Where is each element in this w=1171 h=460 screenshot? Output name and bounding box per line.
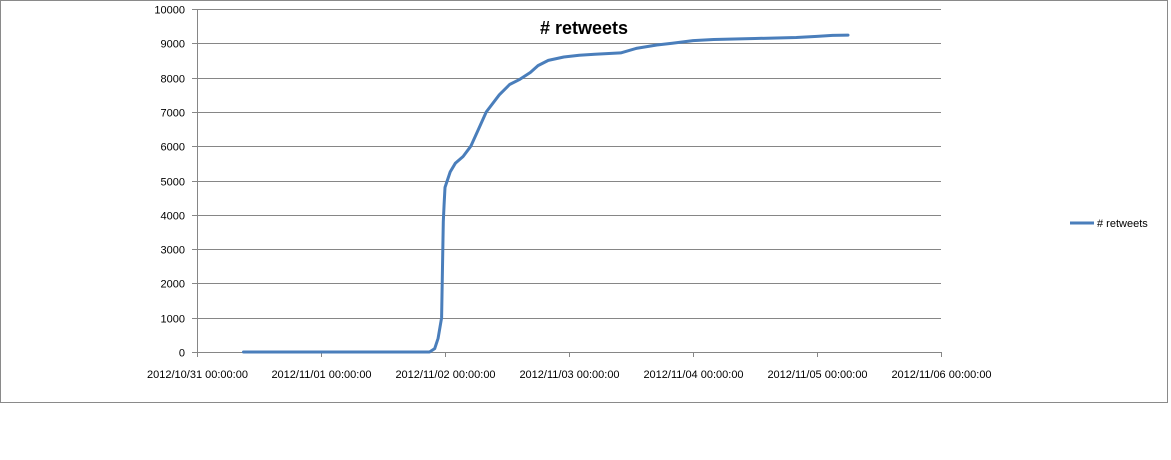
x-tick-label: 2012/11/02 00:00:00 [395, 369, 495, 381]
x-tick-label: 2012/11/04 00:00:00 [643, 369, 743, 381]
x-tick-label: 2012/11/05 00:00:00 [767, 369, 867, 381]
series-layer [242, 33, 850, 354]
y-tick-label: 4000 [161, 211, 185, 223]
axes [192, 9, 942, 357]
y-tick-label: 0 [179, 348, 185, 360]
series-line [242, 33, 850, 354]
x-tick-label: 2012/11/01 00:00:00 [271, 369, 371, 381]
y-tick-label: 6000 [161, 142, 185, 154]
x-axis-tick-labels: 2012/10/31 00:00:00 2012/11/01 00:00:00 20… [147, 369, 992, 381]
y-tick-label: 3000 [161, 245, 185, 257]
chart-area [0, 0, 1168, 403]
y-axis-tick-labels: 0 1000 2000 3000 4000 5000 6000 7000 8000 9000 100… [154, 5, 185, 360]
legend: # retweets [1070, 218, 1148, 230]
x-tick-label: 2012/11/06 00:00:00 [891, 369, 991, 381]
y-tick-label: 10000 [154, 5, 185, 17]
y-tick-label: 1000 [161, 314, 185, 326]
legend-label: # retweets [1097, 218, 1148, 230]
y-tick-label: 9000 [161, 39, 185, 51]
x-tick-label: 2012/11/03 00:00:00 [519, 369, 619, 381]
y-tick-label: 2000 [161, 279, 185, 291]
y-tick-label: 8000 [161, 74, 185, 86]
x-tick-label: 2012/10/31 00:00:00 [147, 369, 248, 381]
y-tick-label: 7000 [161, 108, 185, 120]
gridlines [197, 9, 941, 319]
chart-title: # retweets [540, 18, 628, 38]
y-tick-label: 5000 [161, 177, 185, 189]
